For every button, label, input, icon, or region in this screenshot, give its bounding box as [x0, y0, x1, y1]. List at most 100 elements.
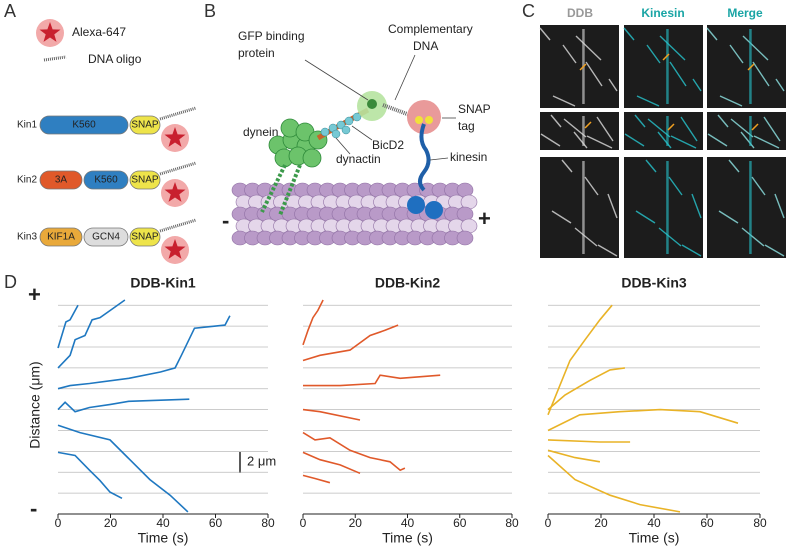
label: Complementary	[388, 22, 473, 36]
scale-bar-label: 2 μm	[247, 453, 276, 468]
trace	[57, 299, 126, 369]
illustrations	[36, 19, 786, 264]
plus-end: +	[478, 206, 491, 231]
label: GFP binding	[238, 29, 305, 43]
kymograph	[624, 157, 703, 258]
trace	[302, 408, 361, 421]
x-tick-label: 40	[647, 516, 661, 530]
kymograph-streak	[597, 244, 618, 257]
fluorophore-star	[164, 182, 186, 202]
kymograph-streak	[585, 61, 603, 87]
trace	[302, 299, 324, 346]
kymograph-streak	[670, 135, 697, 149]
kymograph-streak	[681, 244, 702, 257]
snap-dot	[415, 116, 423, 124]
domain-label: K560	[72, 120, 96, 131]
kymograph	[707, 157, 786, 258]
kymograph-streak	[540, 133, 561, 147]
kymograph-streak	[645, 159, 657, 173]
snap-dot	[425, 116, 433, 124]
trace	[57, 304, 79, 349]
panel-label: C	[522, 1, 535, 21]
kymograph-streak	[551, 210, 572, 224]
kymograph-streak	[706, 27, 718, 41]
kymograph-streak	[623, 27, 635, 41]
construct-name: Kin2	[17, 175, 37, 186]
label: DNA	[413, 39, 438, 53]
construct-name: Kin1	[17, 120, 37, 131]
minus-end: -	[30, 496, 37, 521]
trace	[57, 398, 190, 413]
domain	[83, 170, 129, 190]
kymograph-streak	[575, 35, 602, 61]
x-tick-label: 60	[700, 516, 714, 530]
x-tick-label: 0	[300, 516, 307, 530]
dynactin-bead	[341, 125, 351, 135]
kymograph	[540, 25, 619, 108]
arrow	[584, 121, 592, 129]
x-tick-label: 40	[401, 516, 415, 530]
x-tick-label: 60	[209, 516, 223, 530]
trace	[547, 449, 601, 463]
kymograph-streak	[562, 44, 577, 64]
x-tick-label: 0	[55, 516, 62, 530]
arrow	[751, 123, 759, 131]
domain	[83, 227, 129, 247]
leader-line	[335, 137, 351, 155]
panel-label: A	[4, 1, 16, 21]
kymograph-streak	[764, 244, 785, 257]
trace	[547, 304, 613, 416]
kymograph-streak	[574, 227, 598, 247]
kymograph-streak	[774, 193, 785, 219]
kymograph-streak	[763, 116, 781, 142]
domain	[129, 227, 161, 247]
oligo	[159, 106, 197, 121]
plus-end: +	[28, 282, 41, 307]
kymograph-streak	[717, 114, 729, 128]
kymograph-streak	[740, 131, 755, 149]
arrow	[747, 63, 755, 71]
panel-label: D	[4, 272, 17, 292]
trace	[547, 454, 681, 513]
x-tick-label: 60	[453, 516, 467, 530]
kymograph-streak	[550, 114, 562, 128]
kymograph-streak	[719, 95, 743, 107]
chart-title: DDB-Kin2	[375, 275, 441, 291]
domain-label: SNAP	[131, 120, 159, 131]
kymograph-streak	[741, 227, 765, 247]
domain-label: GCN4	[92, 232, 120, 243]
trace	[57, 424, 189, 513]
kymograph-streak	[539, 27, 551, 41]
kymograph-streak	[669, 61, 687, 87]
x-tick-label: 80	[505, 516, 519, 530]
kymograph-streak	[728, 159, 740, 173]
leader-line	[304, 59, 369, 101]
kymograph-streak	[657, 131, 672, 149]
kymograph-streak	[635, 210, 656, 224]
dynein-head	[302, 148, 322, 168]
kymograph-streak	[634, 114, 646, 128]
kymograph-streak	[646, 44, 661, 64]
domain-label: 3A	[55, 175, 68, 186]
x-tick-label: 80	[261, 516, 275, 530]
gfp	[367, 99, 377, 109]
kymograph-streak	[753, 135, 780, 149]
domain-label: K560	[94, 175, 118, 186]
trace	[547, 408, 739, 432]
y-axis-label: Distance (μm)	[27, 361, 43, 448]
kymograph-streak	[692, 78, 702, 92]
tubulin	[456, 230, 474, 246]
kymograph-streak	[586, 135, 613, 149]
dynein-stalk	[260, 164, 302, 216]
label: protein	[238, 46, 275, 60]
trace	[303, 374, 441, 387]
leader-line	[351, 125, 373, 141]
fluorophore-star	[39, 22, 61, 42]
label: SNAP	[458, 102, 491, 116]
channel-label: DDB	[567, 6, 593, 20]
label: tag	[458, 119, 475, 133]
kymograph-streak	[607, 193, 618, 219]
oligo-icon	[43, 55, 67, 62]
domain-label: SNAP	[131, 232, 159, 243]
